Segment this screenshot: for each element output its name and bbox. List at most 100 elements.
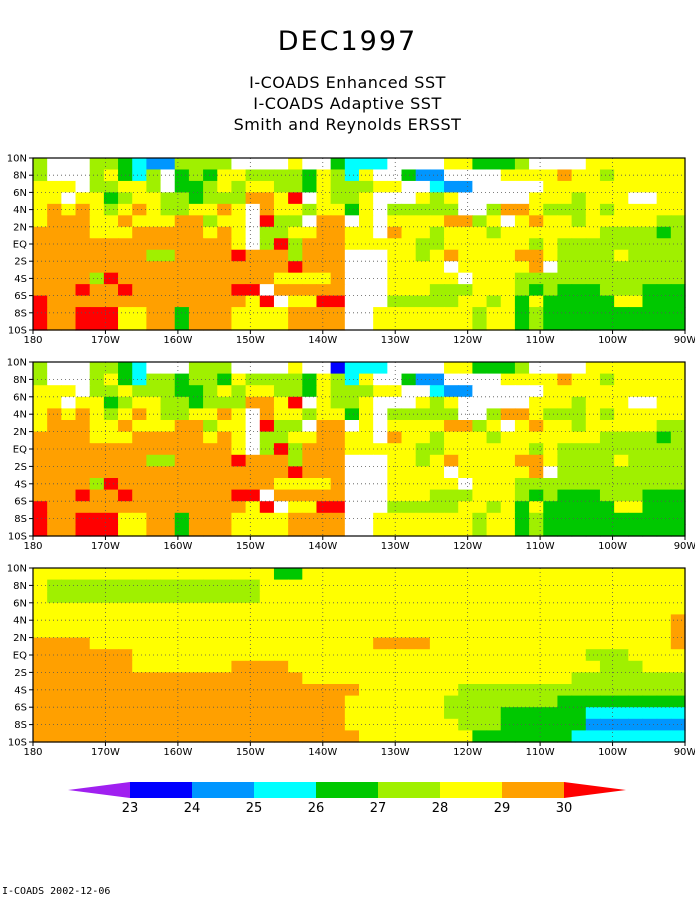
heatmap-cell xyxy=(585,602,601,615)
heatmap-cell xyxy=(543,684,559,697)
heatmap-cell xyxy=(47,203,62,216)
heatmap-cell xyxy=(344,396,360,409)
heatmap-cell xyxy=(231,226,247,239)
heatmap-cell xyxy=(529,158,544,171)
heatmap-cell xyxy=(472,192,488,205)
heatmap-cell xyxy=(472,614,488,627)
heatmap-cell xyxy=(132,660,147,673)
heatmap-cell xyxy=(89,591,105,604)
heatmap-cell xyxy=(571,272,587,285)
heatmap-cell xyxy=(628,501,644,514)
heatmap-cell xyxy=(500,408,516,421)
heatmap-cell xyxy=(288,249,303,262)
heatmap-cell xyxy=(642,385,658,398)
heatmap-cell xyxy=(47,362,62,375)
heatmap-cell xyxy=(387,169,403,182)
heatmap-cell xyxy=(557,695,573,708)
heatmap-cell xyxy=(514,385,530,398)
heatmap-cell xyxy=(500,591,516,604)
heatmap-cell xyxy=(132,431,147,444)
heatmap-cell xyxy=(642,226,658,239)
heatmap-cell xyxy=(203,180,218,193)
heatmap-cell xyxy=(529,672,544,685)
heatmap-cell xyxy=(500,272,516,285)
heatmap-cell xyxy=(514,478,530,491)
heatmap-cell xyxy=(259,672,275,685)
heatmap-cell xyxy=(628,307,644,320)
heatmap-cell xyxy=(330,169,346,182)
heatmap-cell xyxy=(118,489,133,502)
heatmap-cell xyxy=(288,568,303,581)
heatmap-cell xyxy=(387,408,403,421)
heatmap-cell xyxy=(103,489,119,502)
heatmap-cell xyxy=(514,180,530,193)
heatmap-cell xyxy=(571,192,587,205)
heatmap-cell xyxy=(288,695,303,708)
heatmap-cell xyxy=(529,602,544,615)
heatmap-cell xyxy=(628,626,644,639)
heatmap-cell xyxy=(103,660,119,673)
heatmap-cell xyxy=(387,158,403,171)
heatmap-cell xyxy=(33,568,48,581)
heatmap-cell xyxy=(259,373,275,386)
heatmap-cell xyxy=(47,591,62,604)
heatmap-cell xyxy=(387,318,403,331)
heatmap-cell xyxy=(231,489,247,502)
heatmap-cell xyxy=(344,192,360,205)
heatmap-cell xyxy=(259,215,275,228)
heatmap-cell xyxy=(231,512,247,525)
heatmap-cell xyxy=(656,501,672,514)
heatmap-cell xyxy=(401,614,417,627)
heatmap-cell xyxy=(146,295,162,308)
heatmap-cell xyxy=(188,295,204,308)
heatmap-cell xyxy=(670,408,686,421)
heatmap-cell xyxy=(429,226,445,239)
heatmap-cell xyxy=(103,649,119,662)
heatmap-cell xyxy=(429,261,445,274)
heatmap-cell xyxy=(656,215,672,228)
heatmap-cell xyxy=(259,730,275,743)
heatmap-cell xyxy=(387,672,403,685)
heatmap-cell xyxy=(557,591,573,604)
heatmap-cell xyxy=(245,362,261,375)
heatmap-cell xyxy=(359,158,374,171)
heatmap-cell xyxy=(415,261,431,274)
y-tick-label: 6N xyxy=(13,392,27,403)
heatmap-cell xyxy=(599,614,615,627)
heatmap-cell xyxy=(160,672,176,685)
heatmap-cell xyxy=(188,396,204,409)
heatmap-cell xyxy=(373,272,388,285)
heatmap-cell xyxy=(344,318,360,331)
heatmap-cell xyxy=(472,396,488,409)
heatmap-cell xyxy=(217,362,233,375)
heatmap-cell xyxy=(458,385,473,398)
heatmap-cell xyxy=(415,660,431,673)
heatmap-cell xyxy=(543,362,559,375)
heatmap-cell xyxy=(373,318,388,331)
heatmap-cell xyxy=(359,362,374,375)
heatmap-cell xyxy=(387,591,403,604)
heatmap-cell xyxy=(599,385,615,398)
heatmap-cell xyxy=(642,192,658,205)
heatmap-cell xyxy=(387,238,403,251)
heatmap-cell xyxy=(217,158,233,171)
heatmap-cell xyxy=(259,272,275,285)
heatmap-cell xyxy=(259,512,275,525)
heatmap-cell xyxy=(288,215,303,228)
heatmap-cell xyxy=(472,501,488,514)
heatmap-cell xyxy=(174,318,190,331)
heatmap-cell xyxy=(160,579,176,592)
heatmap-cell xyxy=(188,568,204,581)
heatmap-cell xyxy=(61,602,77,615)
heatmap-cell xyxy=(273,501,289,514)
heatmap-cell xyxy=(514,602,530,615)
heatmap-cell xyxy=(401,385,417,398)
heatmap-cell xyxy=(302,660,318,673)
heatmap-cell xyxy=(486,730,502,743)
heatmap-cell xyxy=(429,695,445,708)
heatmap-cell xyxy=(203,396,218,409)
heatmap-cell xyxy=(316,373,332,386)
heatmap-cell xyxy=(599,318,615,331)
heatmap-cell xyxy=(174,169,190,182)
heatmap-cell xyxy=(146,524,162,537)
